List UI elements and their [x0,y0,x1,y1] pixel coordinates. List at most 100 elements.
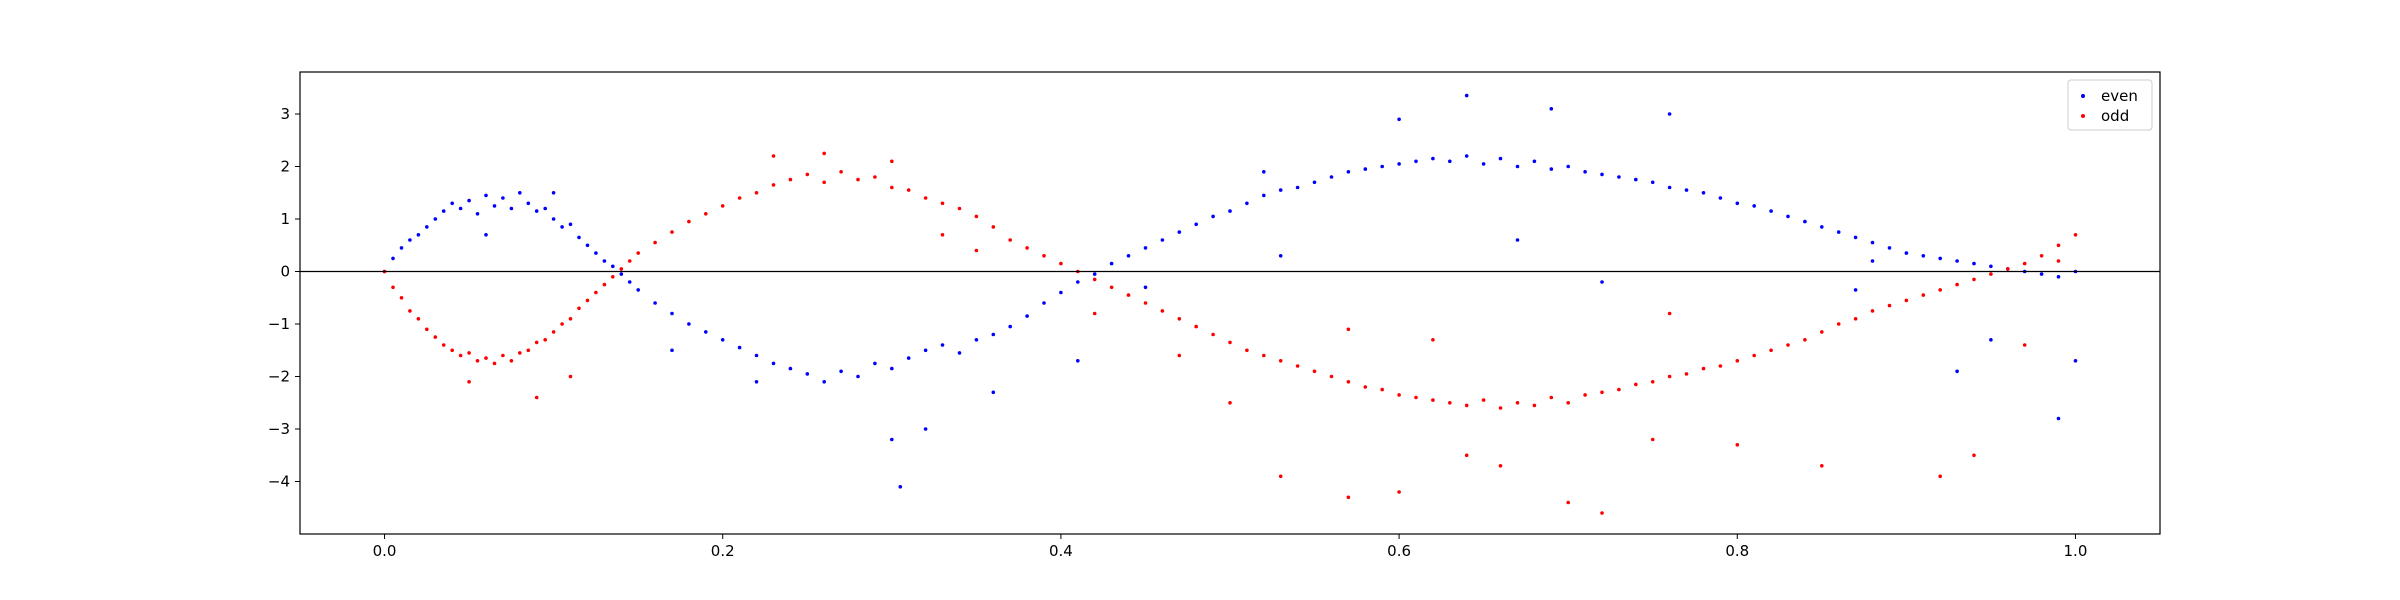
data-point-even [1464,154,1469,158]
data-point-odd [1160,309,1165,313]
data-point-even [704,330,708,334]
data-point-odd [890,185,894,190]
data-point-even [577,235,581,240]
data-point-odd [2056,259,2061,263]
data-point-even [856,374,860,379]
data-point-even [1600,172,1604,177]
data-point-even [1667,112,1672,116]
data-point-odd [771,154,776,158]
data-point-even [2073,359,2078,363]
data-point-odd [1820,330,1824,334]
data-point-odd [1820,464,1824,468]
data-point-odd [441,343,446,347]
legend-box [2067,79,2153,131]
y-tick-label: −2 [268,368,290,386]
data-point-odd [627,259,632,263]
data-point-even [416,233,421,237]
data-point-odd [1786,343,1790,347]
legend-label-odd: odd [2101,107,2129,125]
data-point-odd [1650,437,1655,442]
data-point-odd [2006,267,2010,271]
data-point-odd [1363,385,1368,389]
data-point-even [1904,251,1909,255]
data-point-even [551,191,556,195]
data-point-odd [1025,246,1029,250]
data-point-odd [1735,359,1740,363]
data-point-odd [687,219,691,224]
data-point-even [1498,156,1503,161]
data-point-even [1414,159,1418,164]
data-point-odd [577,306,581,311]
data-point-even [492,204,497,208]
data-point-odd [391,285,395,290]
data-point-even [1278,188,1283,192]
legend-marker-odd [2081,114,2085,118]
data-point-even [898,485,903,489]
y-tick-label: 2 [280,158,290,176]
data-point-even [611,264,615,269]
data-point-odd [1092,311,1097,316]
data-point-even [1718,196,1723,200]
data-point-even [1059,290,1063,295]
data-point-even [1042,301,1046,305]
data-point-odd [1211,332,1215,337]
data-point-even [991,332,996,337]
data-point-odd [2039,254,2044,258]
legend-label-even: even [2101,87,2138,105]
data-point-even [1786,214,1790,219]
data-point-odd [1972,453,1976,458]
x-tick-label: 1.0 [2064,542,2088,560]
data-point-odd [1346,327,1351,332]
data-point-odd [509,359,514,363]
data-point-odd [594,290,598,295]
data-point-even [1295,185,1300,190]
data-point-even [1464,93,1469,98]
data-point-odd [1228,340,1232,345]
data-point-odd [1870,309,1875,313]
data-point-even [890,366,894,371]
data-point-odd [1650,380,1655,384]
data-point-odd [619,267,624,271]
data-point-odd [974,248,979,253]
data-point-odd [611,275,615,279]
data-point-even [1262,193,1266,198]
data-point-even [1245,201,1249,206]
data-point-even [805,372,810,376]
data-point-even [1667,185,1672,190]
data-point-odd [720,204,725,208]
data-point-even [526,201,531,206]
data-point-odd [1346,495,1351,500]
data-point-odd [467,351,471,355]
data-point-even [1346,170,1351,174]
data-point-odd [1262,353,1266,358]
data-point-odd [1667,311,1672,316]
data-point-even [906,356,911,360]
data-point-even [1109,261,1114,266]
data-point-odd [1955,282,1959,287]
data-point-even [923,348,928,353]
data-point-odd [1228,401,1232,405]
data-point-even [1092,272,1097,276]
data-point-odd [416,317,421,321]
y-tick-label: 0 [280,263,290,281]
x-tick-label: 0.8 [1725,542,1749,560]
data-point-even [1008,324,1012,329]
data-point-even [1126,254,1131,258]
data-point-even [1600,280,1604,284]
data-point-even [991,390,996,395]
data-point-even [1921,254,1926,258]
y-tick-label: 3 [280,105,290,123]
data-point-odd [2022,261,2027,266]
axes-frame [299,71,2161,535]
y-tick-label: −1 [268,315,290,333]
data-point-even [1989,338,1993,342]
data-point-even [1380,164,1384,169]
data-point-even [788,366,793,371]
data-point-even [720,338,725,342]
data-point-odd [1938,288,1942,292]
data-point-odd [399,296,404,300]
data-point-odd [1448,401,1452,405]
data-point-odd [1667,374,1672,379]
data-point-even [1278,254,1283,258]
